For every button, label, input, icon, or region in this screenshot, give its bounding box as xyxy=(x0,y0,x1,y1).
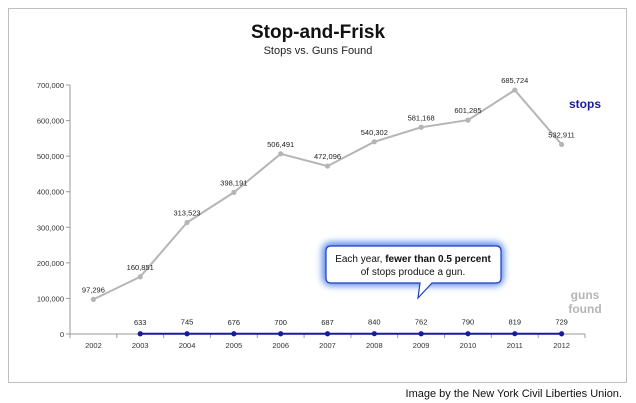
y-tick-label: 500,000 xyxy=(37,152,64,161)
callout-bubble xyxy=(325,245,502,300)
x-tick-label: 2004 xyxy=(179,341,196,350)
annotation-callout: Each year, fewer than 0.5 percent of sto… xyxy=(322,242,504,300)
data-label: 398,191 xyxy=(220,178,247,187)
data-point xyxy=(371,139,377,145)
data-label: 685,724 xyxy=(501,76,528,85)
data-point xyxy=(137,331,143,337)
data-point xyxy=(324,331,331,337)
data-point xyxy=(90,296,97,302)
legend-guns-line2: found xyxy=(568,302,601,316)
legend-guns-line1: guns xyxy=(571,288,600,302)
y-tick-label: 0 xyxy=(60,330,64,339)
legend-stops: stops xyxy=(569,97,601,111)
data-label: 532,911 xyxy=(548,130,575,139)
x-tick-label: 2012 xyxy=(553,341,570,350)
data-label: 762 xyxy=(415,318,428,327)
x-tick-label: 2006 xyxy=(272,341,289,350)
y-tick-label: 100,000 xyxy=(37,294,64,303)
data-label: 160,851 xyxy=(127,263,154,272)
y-tick-label: 700,000 xyxy=(37,81,64,90)
x-tick-label: 2007 xyxy=(319,341,336,350)
chart-subtitle: Stops vs. Guns Found xyxy=(263,45,373,57)
data-label: 97,296 xyxy=(82,285,105,294)
data-point xyxy=(278,331,284,337)
data-label: 472,096 xyxy=(314,152,341,161)
data-label: 676 xyxy=(228,318,241,327)
data-label: 313,523 xyxy=(173,208,200,217)
data-point xyxy=(512,331,518,337)
data-point xyxy=(137,274,143,280)
x-tick-label: 2009 xyxy=(413,341,430,350)
stops-series: 97,296 160,851 313,523 398,191 506,491 472,09… xyxy=(82,76,575,302)
data-label: 581,168 xyxy=(408,113,435,122)
data-label: 745 xyxy=(181,318,194,327)
data-point xyxy=(558,141,565,148)
data-point xyxy=(512,87,518,93)
data-point xyxy=(418,124,424,130)
data-label: 700 xyxy=(274,318,287,327)
image-credit: Image by the New York Civil Liberties Un… xyxy=(405,388,622,400)
data-point xyxy=(465,331,471,337)
chart-title: Stop-and-Frisk xyxy=(250,22,386,43)
data-point xyxy=(231,331,237,337)
x-tick-label: 2002 xyxy=(85,341,102,350)
data-label: 506,491 xyxy=(267,140,294,149)
x-tick-label: 2003 xyxy=(132,341,149,350)
y-tick-label: 300,000 xyxy=(37,223,64,232)
data-label: 840 xyxy=(368,318,381,327)
data-point xyxy=(184,219,190,226)
data-point xyxy=(558,331,565,337)
y-tick-label: 200,000 xyxy=(37,259,64,268)
data-label: 687 xyxy=(321,318,334,327)
data-point xyxy=(324,163,331,169)
data-label: 601,285 xyxy=(454,106,481,115)
annotation-line1: Each year, fewer than 0.5 percent xyxy=(335,254,491,265)
y-tick-label: 600,000 xyxy=(37,117,64,126)
data-point xyxy=(465,117,471,123)
annotation-line2: of stops produce a gun. xyxy=(361,267,466,278)
chart-border xyxy=(8,8,627,383)
data-label: 729 xyxy=(555,318,568,327)
data-label: 790 xyxy=(462,318,475,327)
data-point xyxy=(278,151,284,157)
data-point xyxy=(231,189,237,195)
axes: 0 100,000 200,000 300,000 400,000 500,000 600,… xyxy=(37,81,586,350)
data-point xyxy=(371,331,377,337)
data-point xyxy=(184,331,190,337)
data-point xyxy=(418,331,424,337)
y-tick-label: 400,000 xyxy=(37,188,64,197)
data-label: 819 xyxy=(509,318,522,327)
x-tick-label: 2008 xyxy=(366,341,383,350)
guns-series: 633 745 676 700 687 840 762 790 819 729 xyxy=(134,318,568,337)
x-tick-label: 2010 xyxy=(460,341,477,350)
x-tick-label: 2005 xyxy=(226,341,243,350)
data-label: 633 xyxy=(134,318,147,327)
x-tick-label: 2011 xyxy=(507,341,523,350)
data-label: 540,302 xyxy=(361,128,388,137)
